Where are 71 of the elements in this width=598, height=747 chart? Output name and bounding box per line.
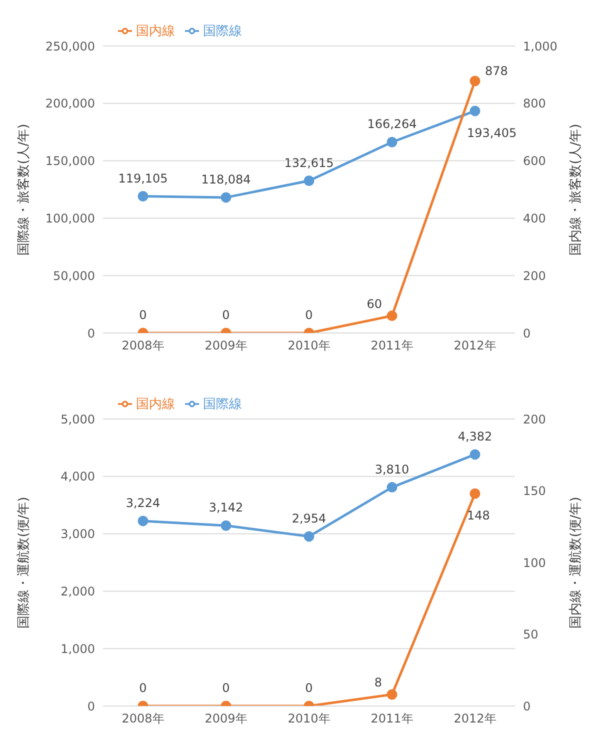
y-tick-label: 1,000 xyxy=(60,642,95,656)
data-label: 0 xyxy=(139,308,147,322)
data-label: 119,105 xyxy=(118,171,168,186)
data-label: 3,810 xyxy=(374,462,410,476)
x-tick-label: 2009年 xyxy=(204,712,248,726)
y-tick-label: 250,000 xyxy=(45,39,95,54)
y2-tick-label: 400 xyxy=(523,211,546,226)
data-label: 2,954 xyxy=(292,511,326,526)
x-tick-label: 2010年 xyxy=(288,712,330,726)
legend-label: 国際線 xyxy=(203,24,242,39)
y-tick-label: 0 xyxy=(87,699,95,714)
data-label: 4,382 xyxy=(458,429,492,444)
x-tick-label: 2008年 xyxy=(122,712,164,726)
data-label: 878 xyxy=(485,64,508,78)
y2-tick-label: 600 xyxy=(523,154,546,168)
data-label: 0 xyxy=(139,681,147,695)
data-label: 0 xyxy=(222,681,230,695)
y2-tick-label: 200 xyxy=(523,268,546,283)
data-label: 8 xyxy=(374,676,382,690)
point xyxy=(470,449,480,460)
data-label: 3,142 xyxy=(208,500,244,515)
y-tick-label: 2,000 xyxy=(60,584,95,598)
data-label: 148 xyxy=(467,508,490,523)
y2-tick-label: 150 xyxy=(523,484,546,498)
y-tick-label: 0 xyxy=(87,326,95,340)
y-tick-label: 5,000 xyxy=(60,412,95,426)
y2-tick-label: 0 xyxy=(523,326,531,340)
data-label: 193,405 xyxy=(467,126,517,140)
y2-tick-label: 100 xyxy=(523,556,546,570)
legend-label: 国際線 xyxy=(203,397,242,412)
legend-label: 国内線 xyxy=(136,397,175,412)
y-tick-label: 100,000 xyxy=(45,211,95,226)
data-label: 0 xyxy=(305,681,313,695)
data-label: 3,224 xyxy=(126,496,160,510)
x-tick-label: 2009年 xyxy=(204,338,248,353)
data-label: 0 xyxy=(222,308,230,322)
point xyxy=(386,482,398,493)
y-tick-label: 200,000 xyxy=(45,96,95,111)
x-tick-label: 2011年 xyxy=(370,338,414,353)
y-axis-title: 国際線・運航数(便/年) xyxy=(16,496,32,628)
point xyxy=(138,516,148,526)
point xyxy=(220,192,232,203)
y2-tick-label: 800 xyxy=(523,96,546,111)
x-tick-label: 2008年 xyxy=(122,338,164,353)
data-label: 166,264 xyxy=(367,117,417,132)
point xyxy=(304,531,314,542)
y-tick-label: 3,000 xyxy=(60,527,95,542)
y2-tick-label: 0 xyxy=(523,699,531,714)
point xyxy=(138,191,148,202)
point xyxy=(386,136,398,148)
y2-tick-label: 50 xyxy=(523,628,538,642)
y-axis-title: 国際線・旅客数(人/年) xyxy=(16,124,32,256)
y2-tick-label: 200 xyxy=(523,412,546,426)
x-tick-label: 2012年 xyxy=(454,338,496,353)
point xyxy=(304,176,314,186)
data-label: 132,615 xyxy=(284,156,334,170)
x-tick-label: 2012年 xyxy=(454,712,496,726)
data-label: 0 xyxy=(305,308,313,322)
legend-label: 国内線 xyxy=(136,24,175,39)
y2-axis-title: 国内線・旅客数(人/年) xyxy=(568,124,584,256)
y2-tick-label: 1,000 xyxy=(523,39,558,54)
point xyxy=(470,106,480,116)
data-label: 60 xyxy=(366,296,382,311)
point xyxy=(220,520,232,531)
y-tick-label: 4,000 xyxy=(60,470,95,484)
y-tick-label: 50,000 xyxy=(53,268,95,283)
x-tick-label: 2010年 xyxy=(288,338,330,353)
data-label: 118,084 xyxy=(201,172,251,186)
y2-axis-title: 国内線・運航数(便/年) xyxy=(568,496,584,628)
y-tick-label: 150,000 xyxy=(45,154,95,168)
x-tick-label: 2011年 xyxy=(370,712,414,726)
